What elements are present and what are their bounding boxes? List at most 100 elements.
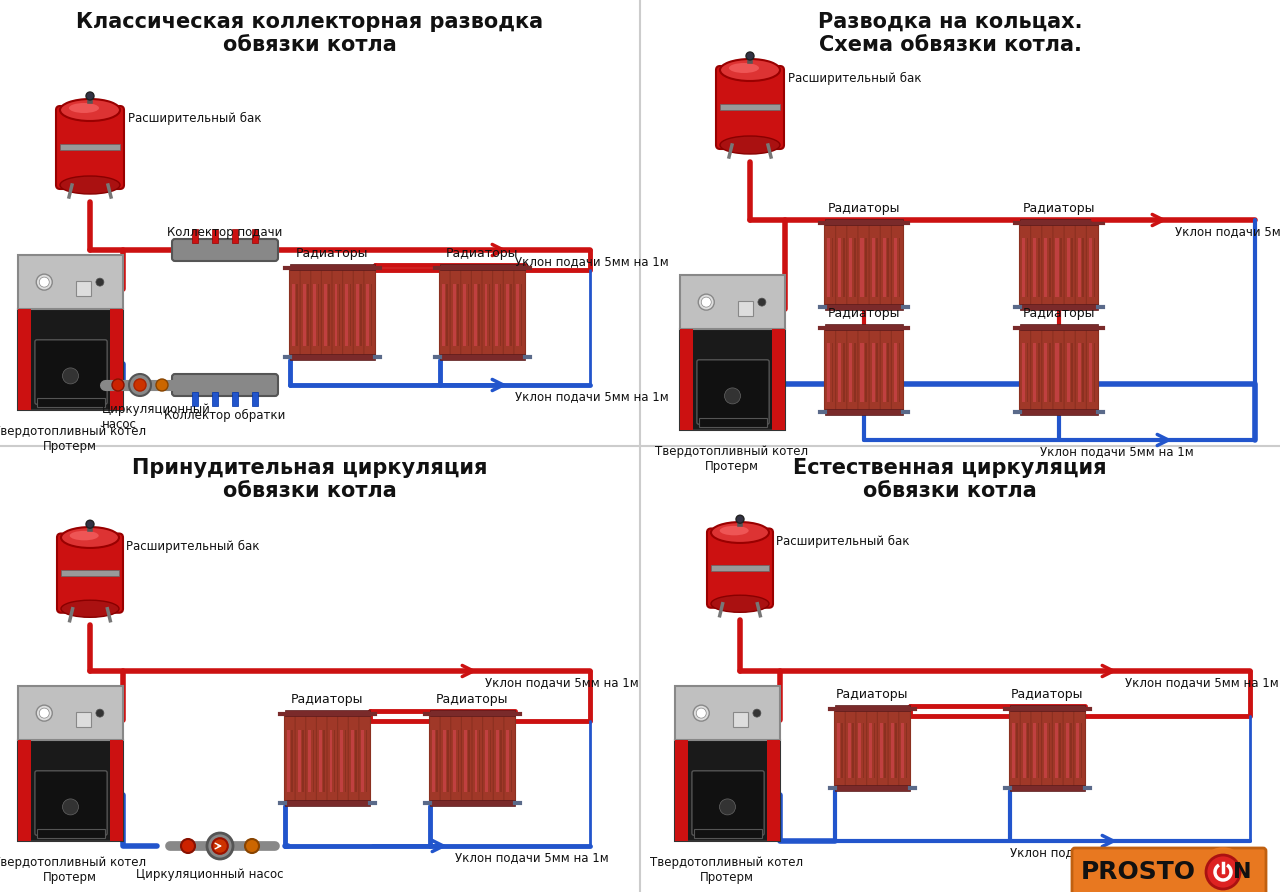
Text: Расширительный бак: Расширительный бак — [128, 112, 261, 125]
Ellipse shape — [61, 600, 119, 617]
Text: Радиаторы: Радиаторы — [1023, 202, 1096, 215]
Ellipse shape — [69, 531, 99, 541]
Bar — [1021, 343, 1025, 401]
Bar — [447, 730, 448, 792]
Bar — [479, 730, 480, 792]
Circle shape — [36, 705, 52, 721]
FancyBboxPatch shape — [899, 707, 910, 789]
Bar — [467, 284, 470, 346]
Bar — [18, 310, 123, 410]
Circle shape — [36, 274, 52, 290]
Text: Твердотопливный котел
Протерм: Твердотопливный котел Протерм — [0, 425, 147, 453]
Circle shape — [40, 277, 49, 287]
Text: Радиаторы: Радиаторы — [828, 307, 900, 320]
Bar — [1048, 723, 1050, 778]
Bar — [1060, 238, 1062, 296]
FancyBboxPatch shape — [343, 267, 355, 359]
Bar — [447, 284, 448, 346]
Bar — [516, 284, 520, 346]
Bar — [887, 238, 890, 296]
Text: Разводка на кольцах.
Схема обвязки котла.: Разводка на кольцах. Схема обвязки котла… — [818, 12, 1083, 55]
FancyBboxPatch shape — [891, 221, 904, 309]
Bar — [826, 409, 902, 415]
Bar — [1083, 343, 1084, 401]
Bar — [60, 144, 120, 150]
Bar — [879, 723, 883, 778]
Text: Уклон подачи 5мм на 1м: Уклон подачи 5мм на 1м — [1010, 847, 1164, 860]
Bar — [285, 710, 370, 716]
Bar — [675, 686, 780, 740]
Bar — [1020, 409, 1098, 415]
Bar — [495, 284, 498, 346]
Bar — [899, 238, 900, 296]
FancyBboxPatch shape — [472, 713, 484, 805]
FancyBboxPatch shape — [503, 267, 515, 359]
Bar — [285, 800, 370, 806]
Bar — [61, 570, 119, 575]
Bar — [340, 730, 343, 792]
FancyBboxPatch shape — [1010, 707, 1021, 789]
Circle shape — [134, 379, 146, 391]
Bar — [1020, 324, 1098, 330]
Text: Радиаторы: Радиаторы — [1011, 688, 1083, 701]
Bar — [1020, 219, 1098, 225]
Text: Радиаторы: Радиаторы — [445, 247, 518, 260]
Text: Классическая коллекторная разводка
обвязки котла: Классическая коллекторная разводка обвяз… — [77, 12, 544, 55]
Bar — [901, 723, 904, 778]
Bar — [485, 730, 488, 792]
Circle shape — [96, 709, 104, 717]
Bar — [302, 730, 303, 792]
Circle shape — [753, 709, 760, 717]
Ellipse shape — [719, 136, 780, 154]
Bar — [298, 730, 301, 792]
Text: Твердотопливный котел
Протерм: Твердотопливный котел Протерм — [0, 856, 147, 884]
Bar — [232, 392, 238, 406]
Bar — [499, 284, 500, 346]
FancyBboxPatch shape — [1075, 221, 1087, 309]
FancyBboxPatch shape — [824, 326, 837, 414]
Bar — [507, 730, 509, 792]
Bar — [453, 284, 456, 346]
Bar — [457, 284, 458, 346]
FancyBboxPatch shape — [513, 267, 526, 359]
Bar — [232, 229, 238, 243]
Bar — [1027, 343, 1028, 401]
FancyBboxPatch shape — [348, 713, 360, 805]
FancyBboxPatch shape — [1064, 707, 1075, 789]
Ellipse shape — [61, 527, 119, 548]
Bar — [329, 730, 333, 792]
Text: Расширительный бак: Расширительный бак — [776, 534, 910, 548]
Bar — [252, 229, 259, 243]
Bar — [906, 723, 908, 778]
Bar — [292, 284, 294, 346]
Bar — [489, 730, 492, 792]
Bar — [1055, 723, 1057, 778]
FancyBboxPatch shape — [364, 267, 375, 359]
Bar — [877, 343, 878, 401]
FancyBboxPatch shape — [856, 707, 868, 789]
Bar — [1066, 238, 1070, 296]
Bar — [1021, 238, 1025, 296]
FancyBboxPatch shape — [692, 771, 764, 835]
FancyBboxPatch shape — [824, 221, 837, 309]
Bar — [852, 723, 854, 778]
Bar — [860, 238, 864, 296]
Text: Циркуляционный насос: Циркуляционный насос — [136, 868, 284, 881]
FancyBboxPatch shape — [461, 267, 472, 359]
Bar — [366, 284, 370, 346]
FancyBboxPatch shape — [836, 326, 847, 414]
Bar — [827, 343, 831, 401]
Bar — [865, 238, 867, 296]
FancyBboxPatch shape — [858, 326, 870, 414]
FancyBboxPatch shape — [1087, 221, 1098, 309]
Bar — [838, 238, 841, 296]
Bar — [837, 723, 840, 778]
Bar — [1070, 723, 1071, 778]
Bar — [292, 730, 293, 792]
Text: Радиаторы: Радиаторы — [435, 693, 508, 706]
Bar — [863, 723, 864, 778]
Bar — [436, 730, 438, 792]
Bar — [453, 730, 456, 792]
Bar — [37, 829, 105, 838]
FancyBboxPatch shape — [1019, 326, 1032, 414]
